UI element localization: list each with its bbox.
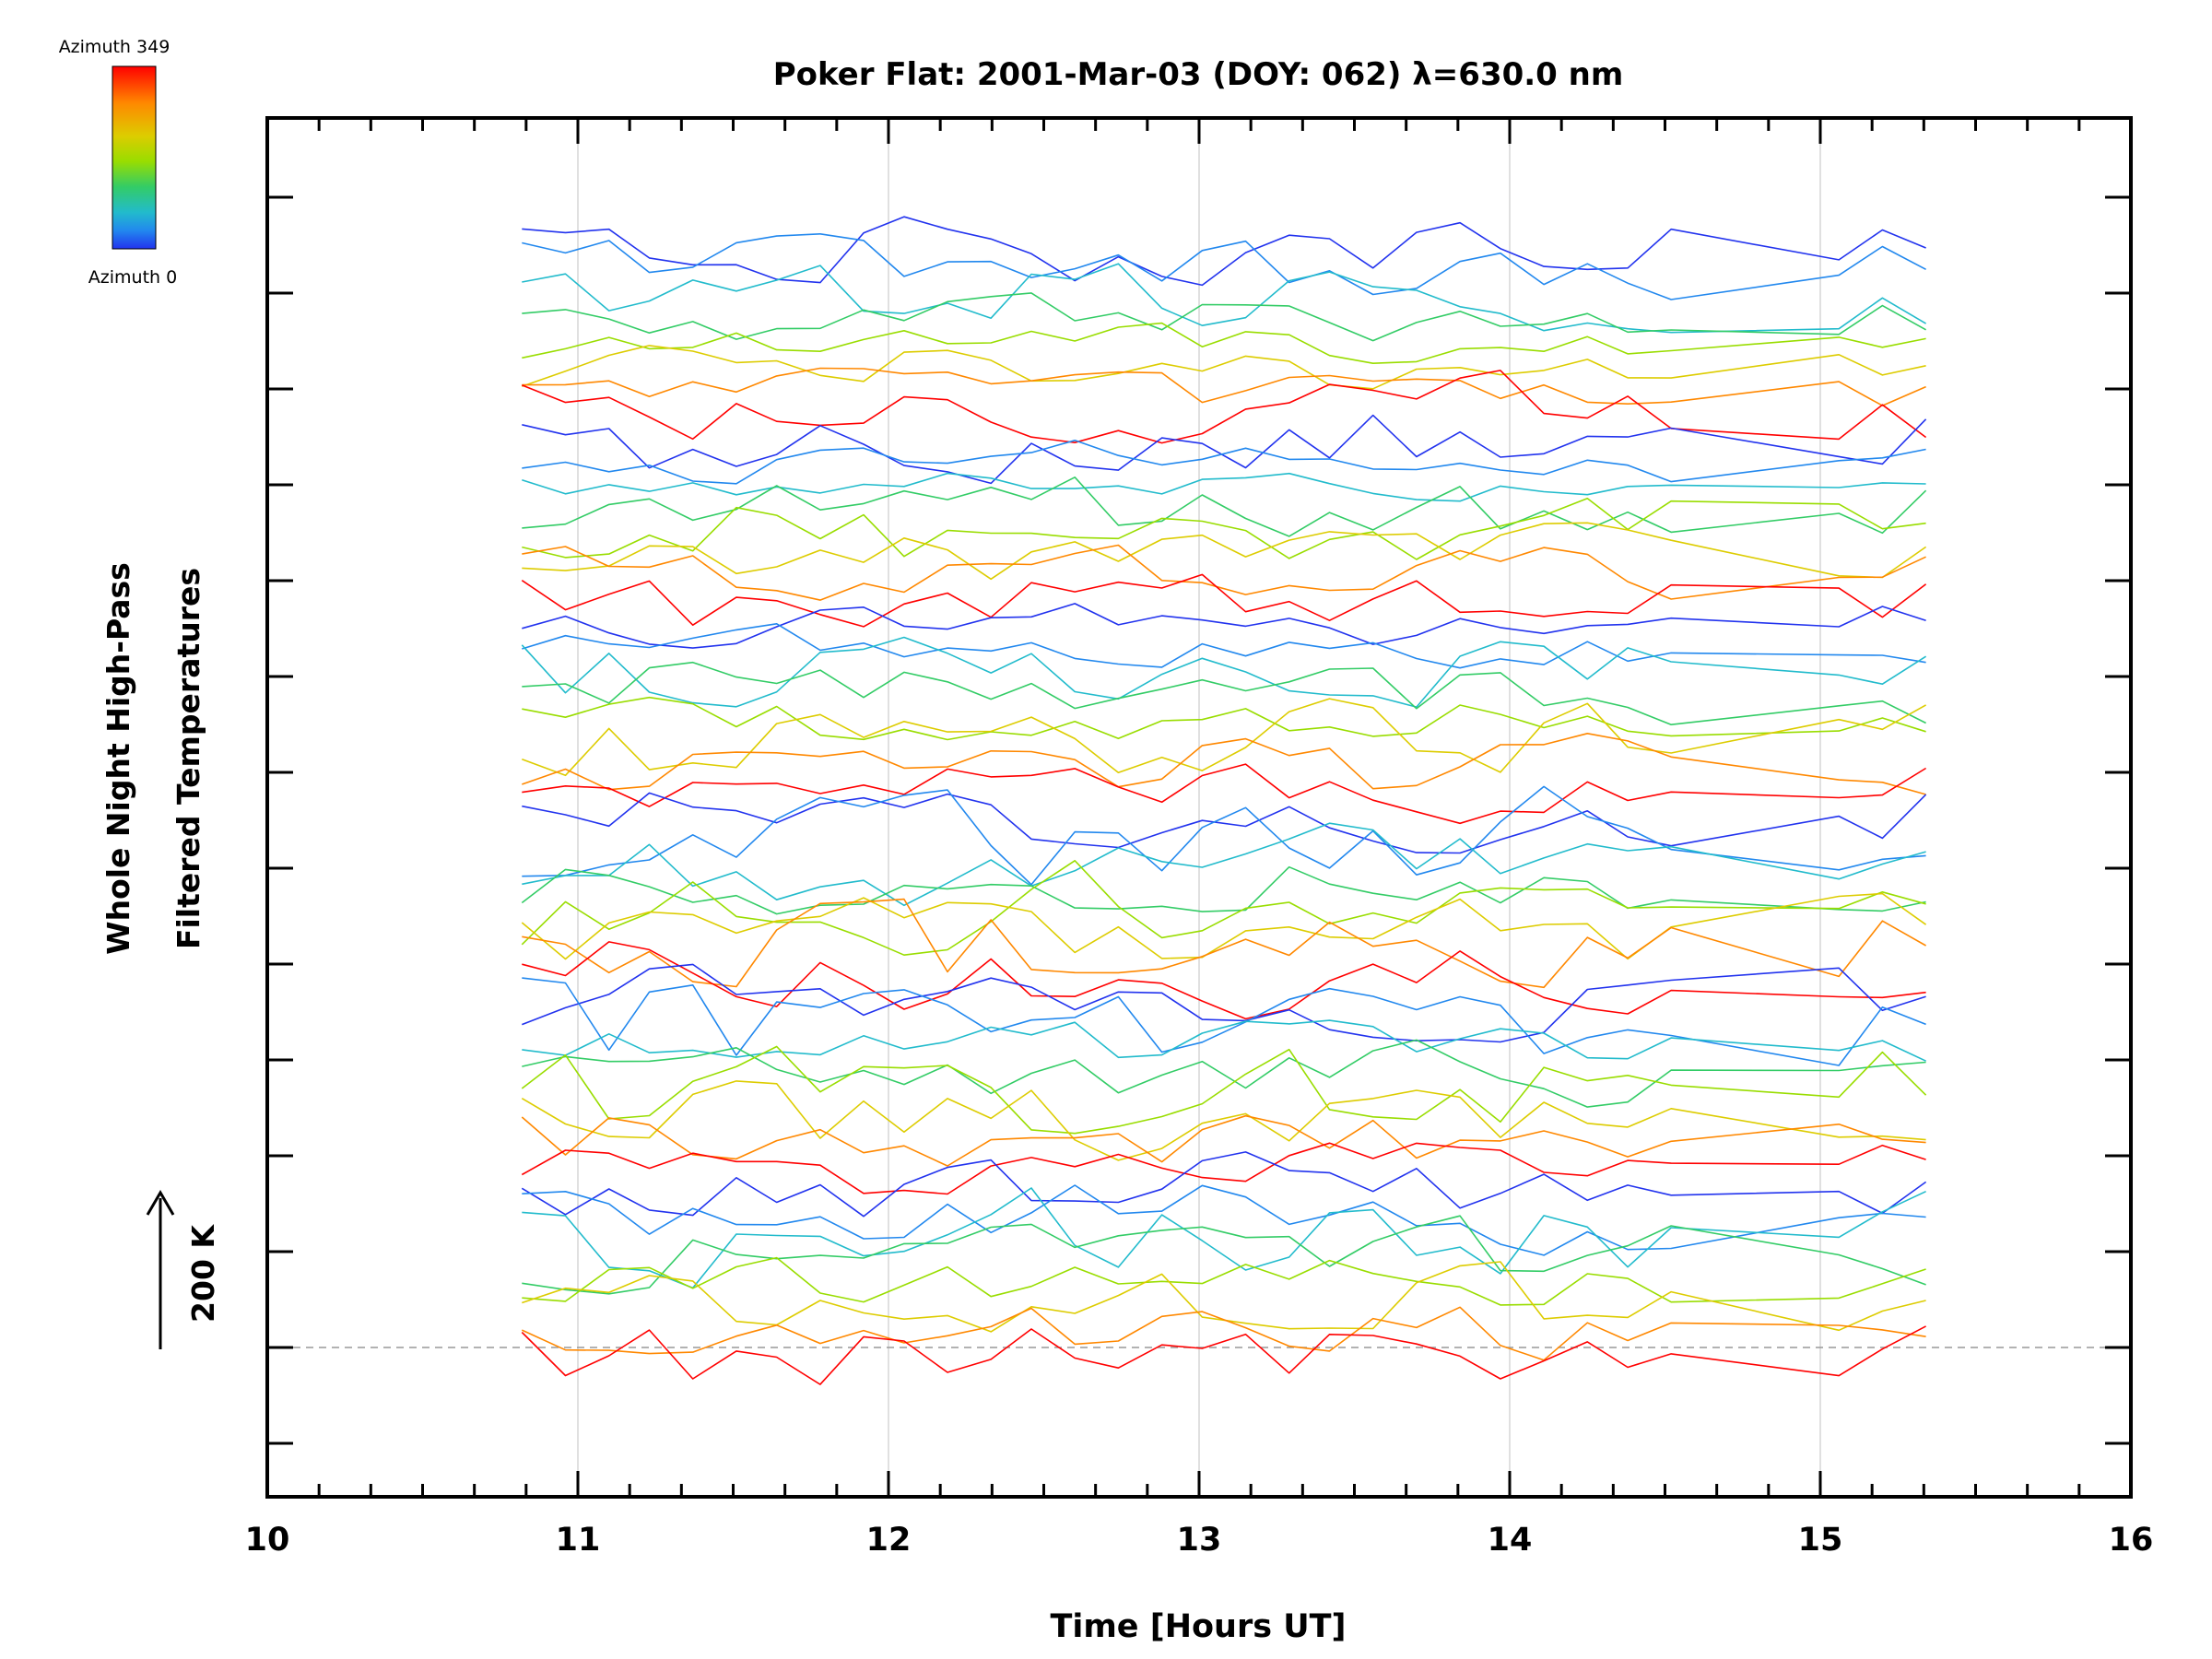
series-line [522, 763, 1927, 825]
series-line [522, 1261, 1926, 1333]
series-line [522, 941, 1926, 1020]
series-line [521, 1325, 1926, 1385]
series-line [522, 822, 1926, 907]
series-line [522, 792, 1927, 854]
series-line [522, 698, 1926, 777]
series-line [522, 292, 1926, 342]
series-line [522, 367, 1926, 406]
series-line [521, 1151, 1927, 1218]
series-line [522, 785, 1926, 886]
series-line [522, 1039, 1926, 1108]
series-line [522, 1019, 1926, 1062]
series-line [522, 345, 1926, 390]
series-line [522, 898, 1926, 989]
series-line [522, 544, 1926, 601]
colorbar-top-label: Azimuth 349 [59, 37, 171, 57]
series-line [522, 977, 1926, 1066]
x-tick-label: 11 [556, 1522, 601, 1559]
series-line [522, 1184, 1926, 1256]
series-line [521, 892, 1927, 960]
series-line [521, 636, 1927, 708]
series-line [522, 522, 1927, 581]
series-line [522, 696, 1926, 741]
series-line [522, 414, 1927, 485]
series-line [521, 859, 1926, 956]
series-line [522, 603, 1926, 649]
colorbar-bottom-label: Azimuth 0 [88, 267, 177, 288]
series-line [522, 439, 1926, 485]
colorbar-gradient [112, 65, 157, 250]
y-axis-label-line2: Filtered Temperatures [171, 568, 206, 949]
axis-ticks [265, 118, 2133, 1497]
series-line [522, 263, 1927, 334]
series-line [522, 370, 1927, 444]
x-tick-labels: 10 11 12 13 14 15 16 [245, 1522, 2154, 1559]
series-line [522, 472, 1926, 502]
series-line [521, 573, 1927, 628]
series-line [522, 322, 1926, 365]
scale-bar: 200 K [146, 1190, 221, 1349]
series-line [522, 216, 1926, 287]
scale-bar-arrow-head [146, 1190, 175, 1216]
series-line [522, 476, 1927, 537]
series-line [521, 865, 1926, 915]
series-line [522, 963, 1926, 1043]
x-tick-label: 15 [1798, 1522, 1843, 1559]
x-tick-label: 16 [2109, 1522, 2154, 1559]
x-axis-label: Time [Hours UT] [1050, 1608, 1346, 1645]
series-line [522, 732, 1926, 795]
x-tick-label: 13 [1177, 1522, 1222, 1559]
colorbar: Azimuth 349 Azimuth 0 [59, 37, 178, 288]
series-line [522, 661, 1926, 726]
series-line [521, 1306, 1926, 1361]
series-line [522, 1215, 1926, 1295]
series-group [521, 216, 1927, 1385]
scale-bar-label: 200 K [185, 1224, 221, 1323]
series-line [522, 1187, 1926, 1289]
x-tick-label: 14 [1488, 1522, 1533, 1559]
series-line [522, 1256, 1926, 1306]
series-line [521, 1080, 1926, 1161]
x-tick-label: 12 [866, 1522, 912, 1559]
series-line [522, 622, 1926, 669]
x-tick-label: 10 [245, 1522, 290, 1559]
series-line [521, 1142, 1926, 1195]
series-line [521, 1045, 1927, 1135]
y-axis-label-line1: Whole Night High-Pass [100, 562, 136, 955]
series-line [521, 1114, 1926, 1167]
series-line [522, 233, 1926, 300]
chart-title: Poker Flat: 2001-Mar-03 (DOY: 062) λ=630… [773, 56, 1624, 93]
series-line [522, 497, 1926, 560]
